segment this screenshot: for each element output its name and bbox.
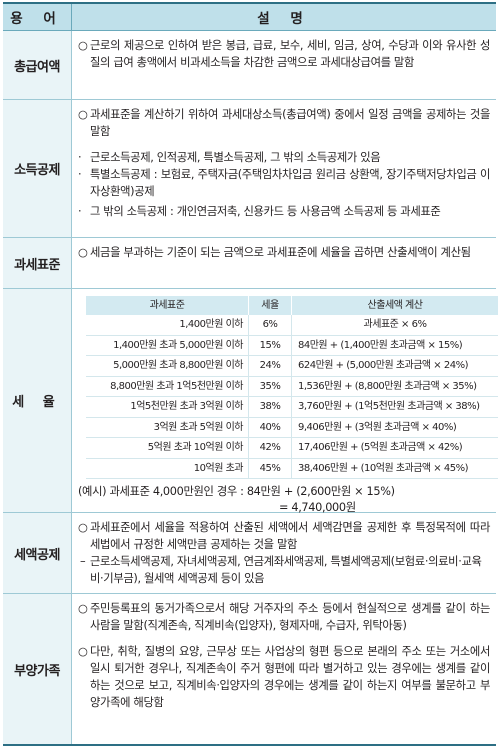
tax-base-cell: 10억원 초과 [86, 458, 249, 479]
term-label: 총급여액 [3, 31, 72, 99]
example: (예시) 과세표준 4,000만원인 경우 : 84만원 + (2,600만원 … [78, 484, 498, 516]
tax-base-cell: 8,800만원 초과 1억5천만원 이하 [86, 376, 249, 397]
rate-cell: 42% [248, 437, 292, 459]
bullet-circle: ○ [78, 645, 88, 658]
calc-cell: 624만원 + (5,000만원 초과금액 × 24%) [291, 355, 498, 377]
row-income-deduction: 소득공제 ○ 과세표준을 계산하기 위하여 과세대상소득(총급여액) 중에서 일… [3, 100, 496, 238]
table-row: 5,000만원 초과 8,800만원 이하 24% 624만원 + (5,000… [86, 355, 498, 377]
bullet-dot: · [78, 151, 82, 164]
calc-cell: 1,536만원 + (8,800만원 초과금액 × 35%) [291, 376, 498, 397]
tax-base-cell: 5,000만원 초과 8,800만원 이하 [86, 355, 249, 377]
term-label: 과세표준 [3, 238, 72, 288]
bullet-circle: ○ [78, 521, 88, 534]
bullet-dot: · [78, 168, 82, 181]
bullet-circle: ○ [78, 108, 88, 121]
description-text: 세금을 부과하는 기준이 되는 금액으로 과세표준에 세율을 곱하면 산출세액이… [90, 246, 471, 259]
row-tax-base: 과세표준 ○ 세금을 부과하는 기준이 되는 금액으로 과세표준에 세율을 곱하… [3, 238, 496, 289]
table-row: 8,800만원 초과 1억5천만원 이하 35% 1,536만원 + (8,80… [86, 376, 498, 397]
description-cell: ○ 세금을 부과하는 기준이 되는 금액으로 과세표준에 세율을 곱하면 산출세… [72, 238, 496, 288]
description-text: 주민등록표의 동거가족으로서 해당 거주자의 주소 등에서 현실적으로 생계를 … [90, 602, 490, 632]
column-header: 세율 [248, 296, 292, 315]
tax-base-cell: 5억원 초과 10억원 이하 [86, 437, 249, 459]
description-cell: ○ 과세표준에서 세율을 적용하여 산출된 세액에서 세액감면을 공제한 후 특… [72, 513, 496, 593]
description-text: 근로의 제공으로 인하여 받은 봉급, 급료, 보수, 세비, 임금, 상여, … [90, 39, 490, 69]
tax-base-cell: 1,400만원 이하 [86, 315, 249, 336]
bullet-dot: · [78, 205, 82, 218]
calc-cell: 38,406만원 + (10억원 초과금액 × 45%) [291, 458, 498, 479]
list-item: 그 밖의 소득공제 : 개인연금저축, 신용카드 등 사용금액 소득공제 등 과… [90, 205, 441, 218]
table-row: 1,400만원 이하 6% 과세표준 × 6% [86, 315, 498, 336]
term-label: 세액공제 [3, 513, 72, 593]
term-column-header: 용 어 [3, 4, 72, 30]
description-cell: 과세표준 세율 산출세액 계산 1,400만원 이하 6% 과세표준 × 6% … [72, 289, 499, 514]
column-header: 과세표준 [86, 296, 249, 315]
rate-cell: 15% [248, 335, 292, 356]
calc-cell: 84만원 + (1,400만원 초과금액 × 15%) [291, 335, 498, 356]
bullet-dash: – [80, 555, 86, 568]
glossary-table: 용 어 설 명 총급여액 ○ 근로의 제공으로 인하여 받은 봉급, 급료, 보… [3, 2, 499, 746]
calc-cell: 9,406만원 + (3억원 초과금액 × 40%) [291, 417, 498, 438]
term-label: 소득공제 [3, 100, 72, 237]
list-item: 특별소득공제 : 보험료, 주택자금(주택임차차입금 원리금 상환액, 장기주택… [90, 168, 490, 198]
rate-cell: 45% [248, 458, 292, 479]
row-dependents: 부양가족 ○ 주민등록표의 동거가족으로서 해당 거주자의 주소 등에서 현실적… [3, 594, 496, 744]
calc-cell: 3,760만원 + (1억5천만원 초과금액 × 38%) [291, 396, 498, 418]
example-result: = 4,740,000원 [279, 501, 356, 514]
rate-cell: 38% [248, 396, 292, 418]
example-line: (예시) 과세표준 4,000만원인 경우 : 84만원 + (2,600만원 … [78, 485, 395, 498]
description-text: 과세표준을 계산하기 위하여 과세대상소득(총급여액) 중에서 일정 금액을 공… [90, 108, 490, 138]
description-cell: ○ 과세표준을 계산하기 위하여 과세대상소득(총급여액) 중에서 일정 금액을… [72, 100, 496, 237]
row-tax-rate: 세 율 과세표준 세율 산출세액 계산 1,400만원 이하 6% 과세표준 ×… [3, 289, 499, 514]
tax-base-cell: 1억5천만원 초과 3억원 이하 [86, 396, 249, 418]
table-row: 3억원 초과 5억원 이하 40% 9,406만원 + (3억원 초과금액 × … [86, 417, 498, 438]
description-cell: ○ 주민등록표의 동거가족으로서 해당 거주자의 주소 등에서 현실적으로 생계… [72, 594, 496, 744]
list-item: 근로소득세액공제, 자녀세액공제, 연금계좌세액공제, 특별세액공제(보험료·의… [90, 555, 482, 585]
description-text: 다만, 취학, 질병의 요양, 근무상 또는 사업상의 형편 등으로 본래의 주… [90, 645, 490, 709]
calc-cell: 과세표준 × 6% [291, 315, 498, 336]
bullet-circle: ○ [78, 39, 88, 52]
table-header: 용 어 설 명 [3, 4, 496, 31]
table-row: 5억원 초과 10억원 이하 42% 17,406만원 + (5억원 초과금액 … [86, 437, 498, 459]
rate-cell: 6% [248, 315, 292, 336]
rate-cell: 40% [248, 417, 292, 438]
column-header: 산출세액 계산 [291, 296, 498, 315]
table-row: 10억원 초과 45% 38,406만원 + (10억원 초과금액 × 45%) [86, 458, 498, 479]
calc-cell: 17,406만원 + (5억원 초과금액 × 42%) [291, 437, 498, 459]
row-gross-income: 총급여액 ○ 근로의 제공으로 인하여 받은 봉급, 급료, 보수, 세비, 임… [3, 31, 496, 100]
description-cell: ○ 근로의 제공으로 인하여 받은 봉급, 급료, 보수, 세비, 임금, 상여… [72, 31, 496, 99]
bullet-circle: ○ [78, 246, 88, 259]
table-row: 1억5천만원 초과 3억원 이하 38% 3,760만원 + (1억5천만원 초… [86, 396, 498, 418]
rate-cell: 24% [248, 355, 292, 377]
tax-base-cell: 1,400만원 초과 5,000만원 이하 [86, 335, 249, 356]
description-column-header: 설 명 [257, 11, 311, 27]
tax-base-cell: 3억원 초과 5억원 이하 [86, 417, 249, 438]
row-tax-credit: 세액공제 ○ 과세표준에서 세율을 적용하여 산출된 세액에서 세액감면을 공제… [3, 513, 496, 594]
list-item: 근로소득공제, 인적공제, 특별소득공제, 그 밖의 소득공제가 있음 [90, 151, 381, 164]
term-label: 부양가족 [3, 594, 72, 744]
term-label: 세 율 [3, 289, 72, 512]
tax-rate-table: 과세표준 세율 산출세액 계산 1,400만원 이하 6% 과세표준 × 6% … [86, 296, 498, 479]
rate-cell: 35% [248, 376, 292, 397]
table-row: 1,400만원 초과 5,000만원 이하 15% 84만원 + (1,400만… [86, 335, 498, 356]
bullet-circle: ○ [78, 602, 88, 615]
tax-rate-table-header: 과세표준 세율 산출세액 계산 [86, 296, 498, 315]
description-text: 과세표준에서 세율을 적용하여 산출된 세액에서 세액감면을 공제한 후 특정목… [90, 521, 490, 551]
